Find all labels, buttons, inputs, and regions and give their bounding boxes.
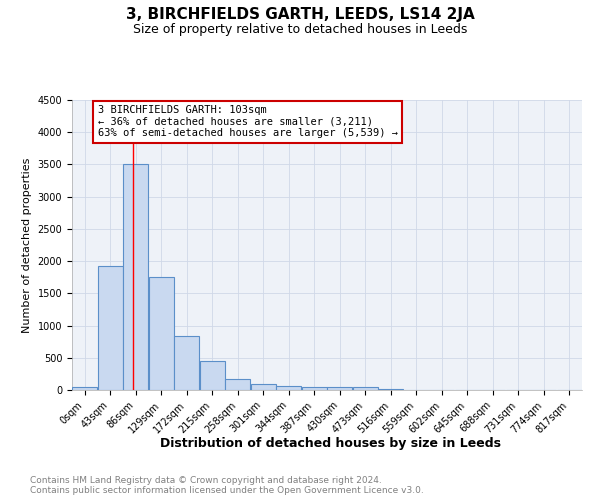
Bar <box>225 378 250 390</box>
Bar <box>276 386 301 390</box>
Bar <box>174 336 199 390</box>
Text: Size of property relative to detached houses in Leeds: Size of property relative to detached ho… <box>133 22 467 36</box>
Bar <box>123 164 148 390</box>
Bar <box>302 387 327 390</box>
Text: Contains HM Land Registry data © Crown copyright and database right 2024.
Contai: Contains HM Land Registry data © Crown c… <box>30 476 424 495</box>
Text: 3, BIRCHFIELDS GARTH, LEEDS, LS14 2JA: 3, BIRCHFIELDS GARTH, LEEDS, LS14 2JA <box>125 8 475 22</box>
Bar <box>251 384 276 390</box>
Bar <box>149 277 174 390</box>
Text: Distribution of detached houses by size in Leeds: Distribution of detached houses by size … <box>160 438 500 450</box>
Bar <box>353 387 378 390</box>
Bar <box>378 389 403 390</box>
Text: 3 BIRCHFIELDS GARTH: 103sqm
← 36% of detached houses are smaller (3,211)
63% of : 3 BIRCHFIELDS GARTH: 103sqm ← 36% of det… <box>97 105 398 138</box>
Bar <box>98 266 123 390</box>
Bar <box>200 361 225 390</box>
Bar <box>72 387 97 390</box>
Bar <box>327 388 352 390</box>
Y-axis label: Number of detached properties: Number of detached properties <box>22 158 32 332</box>
